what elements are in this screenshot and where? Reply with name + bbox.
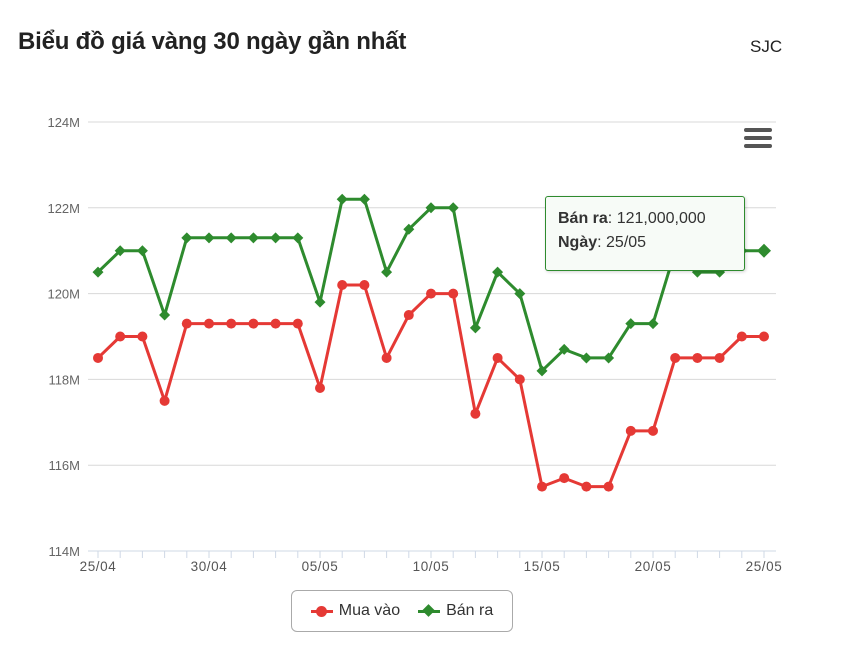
tooltip-series-label: Bán ra (558, 210, 608, 227)
chart-menu-button[interactable] (744, 128, 772, 152)
tooltip-date: 25/05 (606, 234, 647, 251)
data-point[interactable] (92, 266, 104, 278)
x-tick-label: 15/05 (524, 559, 561, 574)
data-point[interactable] (381, 266, 393, 278)
y-tick-label: 120M (47, 287, 80, 302)
data-point[interactable] (181, 232, 193, 244)
chart-legend: Mua vào Bán ra (291, 590, 513, 632)
data-point[interactable] (603, 352, 615, 364)
y-tick-label: 114M (48, 544, 80, 559)
data-point[interactable] (292, 232, 304, 244)
y-tick-label: 122M (47, 201, 80, 216)
x-tick-label: 25/04 (80, 559, 117, 574)
legend-circle-icon (310, 605, 333, 617)
data-point[interactable] (581, 481, 592, 492)
data-point[interactable] (204, 318, 214, 329)
x-tick-label: 30/04 (191, 559, 228, 574)
data-point[interactable] (136, 245, 148, 257)
legend-item-ban-ra[interactable]: Bán ra (418, 602, 493, 620)
data-point[interactable] (181, 318, 192, 329)
data-point[interactable] (759, 331, 769, 342)
legend-label-ban-ra: Bán ra (446, 602, 494, 619)
series-line (96, 283, 764, 489)
data-point[interactable] (448, 288, 459, 299)
data-point-hover[interactable] (757, 243, 771, 258)
x-tick-label: 20/05 (635, 559, 672, 574)
data-point[interactable] (736, 331, 747, 342)
x-tick-label: 25/05 (746, 559, 783, 574)
data-point[interactable] (469, 322, 481, 334)
menu-bar-icon (744, 144, 772, 148)
data-point[interactable] (159, 309, 171, 321)
data-point[interactable] (603, 481, 614, 492)
y-tick-label: 124M (47, 115, 80, 130)
menu-bar-icon (744, 128, 772, 132)
data-point[interactable] (425, 202, 437, 214)
data-point[interactable] (447, 202, 459, 214)
data-point[interactable] (648, 425, 658, 436)
data-point[interactable] (492, 266, 504, 278)
legend-label-mua-vao: Mua vào (338, 602, 401, 619)
data-point[interactable] (115, 331, 126, 342)
data-point[interactable] (270, 318, 281, 329)
data-point[interactable] (514, 374, 525, 385)
data-point[interactable] (359, 280, 370, 291)
data-point[interactable] (492, 352, 503, 363)
menu-bar-icon (744, 136, 772, 140)
data-point[interactable] (336, 193, 348, 205)
data-point[interactable] (426, 288, 436, 299)
data-point[interactable] (137, 331, 148, 342)
legend-diamond-icon (418, 604, 441, 617)
data-point[interactable] (315, 382, 325, 393)
data-point[interactable] (226, 318, 237, 329)
data-point[interactable] (536, 365, 548, 377)
data-point[interactable] (337, 280, 348, 291)
y-tick-label: 118M (48, 372, 80, 387)
data-point[interactable] (292, 318, 303, 329)
chart-tooltip: Bán ra: 121,000,000 Ngày: 25/05 (545, 196, 745, 271)
y-axis: 114M 116M 118M 120M 122M 124M (47, 115, 80, 559)
data-point[interactable] (403, 310, 414, 321)
data-point[interactable] (558, 343, 570, 355)
data-point[interactable] (670, 352, 681, 363)
brand-label: SJC (750, 37, 783, 56)
data-point[interactable] (559, 473, 570, 484)
data-point[interactable] (537, 481, 547, 492)
data-point[interactable] (270, 232, 282, 244)
data-point[interactable] (225, 232, 237, 244)
data-point[interactable] (625, 318, 637, 330)
data-point[interactable] (114, 245, 126, 257)
data-point[interactable] (159, 395, 170, 406)
tooltip-value: 121,000,000 (616, 210, 706, 227)
y-tick-label: 116M (48, 458, 80, 473)
x-axis: 25/04 30/04 05/05 10/05 15/05 20/05 25/05 (80, 550, 783, 574)
legend-item-mua-vao[interactable]: Mua vào (310, 602, 401, 620)
data-point[interactable] (714, 352, 725, 363)
chart-title: Biểu đồ giá vàng 30 ngày gần nhất (18, 28, 407, 55)
data-point[interactable] (514, 288, 526, 300)
data-point[interactable] (647, 318, 659, 330)
data-point[interactable] (381, 352, 392, 363)
data-point[interactable] (247, 232, 259, 244)
data-point[interactable] (580, 352, 592, 364)
tooltip-date-label: Ngày (558, 234, 598, 251)
data-point[interactable] (93, 352, 103, 363)
x-tick-label: 10/05 (413, 559, 450, 574)
data-point[interactable] (248, 318, 259, 329)
data-point[interactable] (470, 408, 481, 419)
data-point[interactable] (358, 193, 370, 205)
x-tick-label: 05/05 (302, 559, 339, 574)
data-point[interactable] (314, 296, 326, 308)
data-point[interactable] (203, 232, 215, 244)
data-point[interactable] (625, 425, 636, 436)
data-point[interactable] (692, 352, 703, 363)
data-point[interactable] (403, 223, 415, 235)
